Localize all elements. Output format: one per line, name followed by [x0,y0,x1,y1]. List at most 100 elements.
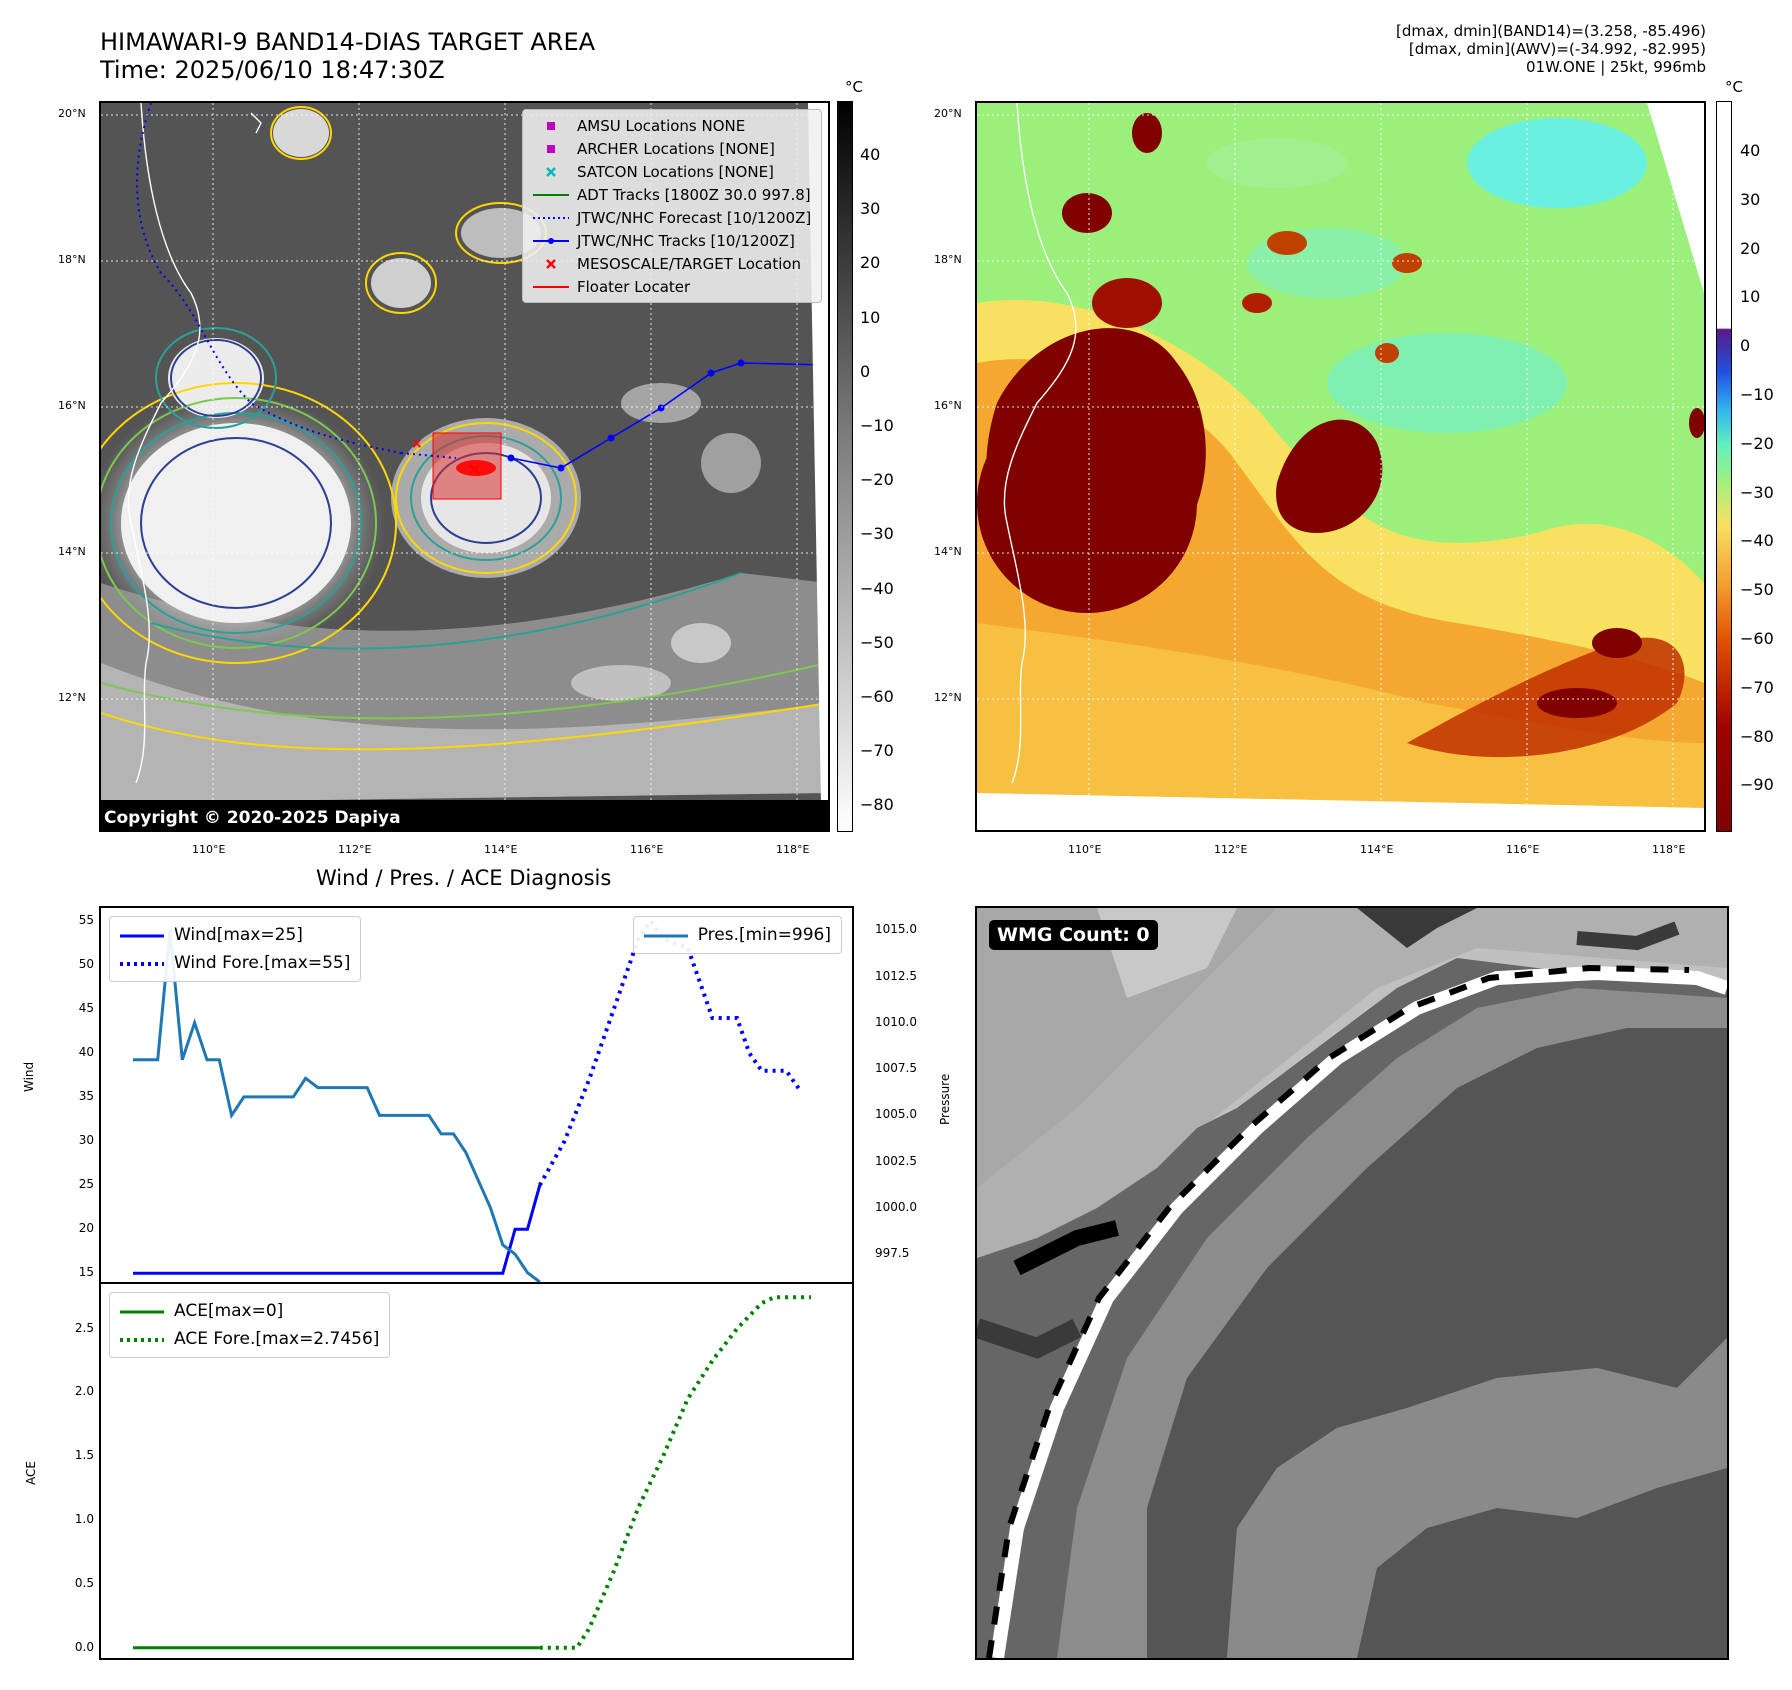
y-tick-label: 1000.0 [875,1199,917,1214]
ir-legend-label: MESOSCALE/TARGET Location [577,254,802,273]
svg-text:×: × [467,459,482,480]
ir-legend-label: ADT Tracks [1800Z 30.0 997.8] [577,185,811,204]
y-tick-label: 55 [78,913,94,928]
legend-ace: ACE[max=0] [120,1297,379,1325]
info-line-2: [dmax, dmin](AWV)=(-34.992, -82.995) [1408,40,1706,58]
ir-legend-label: AMSU Locations NONE [577,116,746,135]
y-tick-label: 30 [78,1133,94,1148]
ir-legend-symbol [531,142,571,156]
colorbar-tick: −10 [860,416,894,435]
y-tick-label: 45 [78,1001,94,1016]
title-line-2: Time: 2025/06/10 18:47:30Z [100,56,445,84]
wmg-count-badge: WMG Count: 0 [989,920,1158,950]
ir-legend-item: SATCON Locations [NONE] [531,160,813,183]
ir-legend-symbol [531,211,571,225]
ir-legend-label: Floater Locater [577,277,691,296]
wv-lat-tick: 20°N [934,107,962,120]
ir-lat-tick: 20°N [58,107,86,120]
wv-lon-tick: 116°E [1506,843,1540,856]
colorbar-tick: 30 [860,199,881,219]
storm-info: [dmax, dmin](BAND14)=(3.258, -85.496) [d… [1396,22,1706,76]
colorbar-tick: 0 [1740,336,1751,356]
wv-map [975,101,1706,832]
ir-legend-symbol [531,234,571,248]
ir-lon-tick: 114°E [484,843,518,856]
info-line-1: [dmax, dmin](BAND14)=(3.258, -85.496) [1395,22,1706,40]
pressure-legend: Pres.[min=996] [632,916,842,954]
y-tick-label: 0.0 [74,1639,94,1654]
series-line-0 [133,1184,542,1275]
info-line-3: 01W.ONE | 25kt, 996mb [1525,58,1706,76]
y-tick-label: 1007.5 [875,1061,917,1076]
ir-map: × × Copyright © 2020-2025 Dapiya AMSU Lo… [99,101,830,832]
pressure-axis-label: Pressure [938,1073,952,1125]
legend-ace-fore-label: ACE Fore.[max=2.7456] [174,1329,380,1349]
title-line-1: HIMAWARI-9 BAND14-DIAS TARGET AREA [100,28,596,56]
colorbar-tick: −80 [1740,726,1774,746]
ir-lat-tick: 12°N [58,691,86,704]
wv-lat-tick: 16°N [934,399,962,412]
colorbar-tick: 0 [860,361,871,381]
legend-wind: Wind[max=25] [120,921,350,949]
ace-plot: ACE[max=0] ACE Fore.[max=2.7456] [99,1282,854,1660]
colorbar-tick: 20 [860,253,881,273]
colorbar-tick: −20 [1740,433,1774,453]
legend-wind-fore: Wind Fore.[max=55] [120,949,350,977]
wind-pressure-chart [133,917,801,1282]
ir-legend-symbol [531,165,571,179]
colorbar-tick: −20 [860,470,894,490]
legend-wind-label: Wind[max=25] [174,925,303,945]
ace-legend: ACE[max=0] ACE Fore.[max=2.7456] [109,1292,391,1358]
y-tick-label: 1015.0 [875,922,917,937]
y-tick-label: 1012.5 [875,968,917,983]
ir-colorbar [837,101,853,832]
wv-lon-tick: 114°E [1360,843,1394,856]
ir-legend-label: SATCON Locations [NONE] [577,162,774,181]
y-tick-label: 997.5 [875,1246,910,1261]
ir-legend-symbol [531,119,571,133]
wv-lat-tick: 14°N [934,545,962,558]
colorbar-tick: 10 [1740,287,1761,307]
ir-legend-item: JTWC/NHC Tracks [10/1200Z] [531,229,813,252]
y-tick-label: 2.5 [74,1320,94,1335]
legend-wind-line [120,928,164,942]
wv-lon-tick: 112°E [1214,843,1248,856]
ir-legend-item: ARCHER Locations [NONE] [531,137,813,160]
ir-legend-item: JTWC/NHC Forecast [10/1200Z] [531,206,813,229]
colorbar-tick: −60 [860,687,894,706]
y-tick-label: 35 [78,1089,94,1104]
ir-legend-symbol [531,257,571,271]
legend-ace-line [120,1304,164,1318]
ir-legend-item: Floater Locater [531,275,813,298]
ir-legend-symbol [531,188,571,202]
colorbar-tick: −60 [1740,629,1774,648]
legend-wind-fore-label: Wind Fore.[max=55] [174,953,351,973]
y-tick-label: 15 [78,1265,94,1280]
wmg-image [977,908,1727,1658]
ir-legend-symbol [531,280,571,294]
ir-colorbar-unit: °C [845,78,863,96]
series-line-2 [133,930,541,1282]
colorbar-tick: 40 [1740,141,1761,160]
figure-title: HIMAWARI-9 BAND14-DIAS TARGET AREA Time:… [100,28,595,84]
ir-legend-label: ARCHER Locations [NONE] [577,139,775,158]
colorbar-tick: −50 [860,632,894,652]
y-tick-label: 1010.0 [875,1014,917,1029]
ir-lon-tick: 118°E [776,843,810,856]
y-tick-label: 0.5 [74,1575,94,1590]
wv-lon-tick: 110°E [1068,843,1102,856]
colorbar-tick: −30 [860,524,894,544]
legend-wind-fore-line [120,956,164,970]
diagnosis-title: Wind / Pres. / ACE Diagnosis [316,866,612,890]
legend-ace-fore-line [120,1332,164,1346]
y-tick-label: 20 [78,1221,94,1236]
colorbar-tick: −80 [860,795,894,815]
ir-lat-tick: 18°N [58,253,86,266]
colorbar-tick: −30 [1740,482,1774,502]
y-tick-label: 50 [78,957,94,972]
y-tick-label: 1002.5 [875,1153,917,1168]
legend-pres-label: Pres.[min=996] [697,925,831,945]
legend-ace-fore: ACE Fore.[max=2.7456] [120,1325,379,1353]
wind-axis-label: Wind [22,1061,36,1092]
wv-map-image [977,103,1704,830]
